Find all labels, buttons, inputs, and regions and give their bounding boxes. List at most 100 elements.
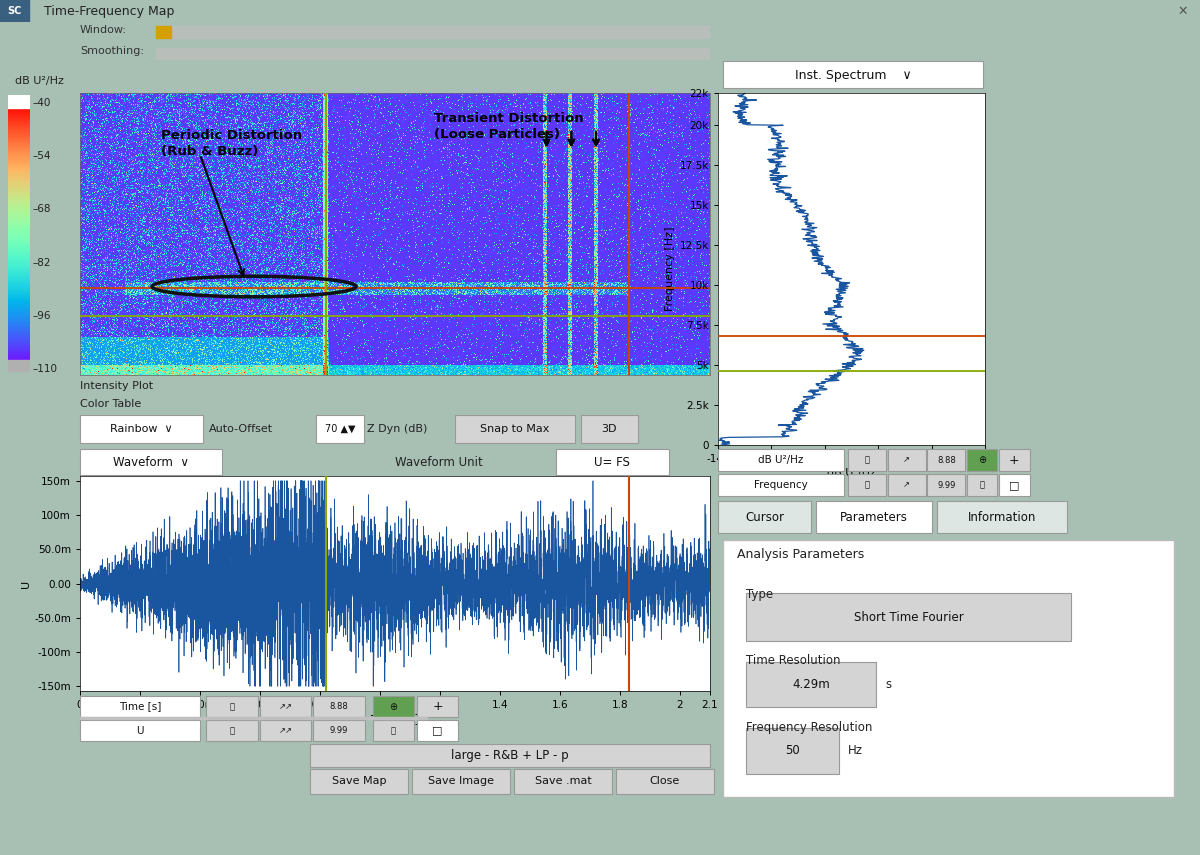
- Text: □: □: [1009, 480, 1020, 490]
- Bar: [8, 95, 30, 109]
- X-axis label: dB U²/Hz: dB U²/Hz: [827, 469, 876, 478]
- FancyBboxPatch shape: [80, 696, 199, 717]
- Text: 50: 50: [785, 745, 799, 758]
- FancyBboxPatch shape: [967, 449, 997, 471]
- Text: 🔒: 🔒: [229, 702, 234, 711]
- Text: ↗↗: ↗↗: [278, 726, 293, 735]
- FancyBboxPatch shape: [616, 769, 714, 794]
- Text: Rainbow  ∨: Rainbow ∨: [110, 424, 173, 434]
- FancyBboxPatch shape: [556, 450, 670, 475]
- Text: +: +: [1009, 453, 1020, 467]
- Text: 3D: 3D: [601, 424, 617, 434]
- FancyBboxPatch shape: [722, 540, 1174, 798]
- FancyBboxPatch shape: [514, 769, 612, 794]
- FancyBboxPatch shape: [718, 449, 844, 471]
- Text: □: □: [432, 726, 443, 735]
- FancyBboxPatch shape: [848, 474, 887, 496]
- Text: 4.29m: 4.29m: [792, 678, 830, 691]
- Text: Frequency Resolution: Frequency Resolution: [746, 721, 872, 734]
- Text: 🔒: 🔒: [229, 726, 234, 735]
- Text: ✋: ✋: [391, 726, 396, 735]
- FancyBboxPatch shape: [80, 415, 203, 444]
- FancyBboxPatch shape: [455, 415, 575, 444]
- FancyBboxPatch shape: [967, 474, 997, 496]
- Text: –40: –40: [32, 97, 50, 108]
- Text: –68: –68: [32, 204, 50, 215]
- FancyBboxPatch shape: [310, 769, 408, 794]
- Text: Type: Type: [746, 588, 773, 601]
- FancyBboxPatch shape: [259, 696, 311, 717]
- Bar: [156, 26, 172, 38]
- FancyBboxPatch shape: [746, 728, 839, 774]
- Text: Hz: Hz: [848, 745, 863, 758]
- Text: dB U²/Hz: dB U²/Hz: [758, 455, 804, 465]
- Text: Time Resolution: Time Resolution: [746, 654, 840, 667]
- Text: ↗: ↗: [904, 456, 911, 464]
- FancyBboxPatch shape: [718, 474, 844, 496]
- Text: ✕: ✕: [1177, 4, 1188, 17]
- Text: Z Dyn (dB): Z Dyn (dB): [367, 424, 427, 434]
- Text: Information: Information: [967, 510, 1036, 523]
- Text: –96: –96: [32, 311, 50, 321]
- Text: 🔒: 🔒: [865, 481, 870, 490]
- Text: Cursor: Cursor: [745, 510, 784, 523]
- Text: Analysis Parameters: Analysis Parameters: [737, 548, 864, 561]
- Text: SC: SC: [7, 6, 22, 16]
- Bar: [8, 360, 30, 371]
- FancyBboxPatch shape: [816, 501, 932, 534]
- Text: Save .mat: Save .mat: [535, 776, 592, 787]
- Y-axis label: Frequency [Hz]: Frequency [Hz]: [666, 227, 676, 311]
- Text: dB U²/Hz: dB U²/Hz: [16, 76, 64, 86]
- FancyBboxPatch shape: [317, 415, 364, 444]
- FancyBboxPatch shape: [206, 720, 258, 741]
- Text: Transient Distortion
(Loose Particles): Transient Distortion (Loose Particles): [434, 112, 583, 141]
- FancyBboxPatch shape: [746, 663, 876, 707]
- FancyBboxPatch shape: [80, 450, 222, 475]
- Text: ↗: ↗: [904, 481, 911, 490]
- Text: Inst. Spectrum    ∨: Inst. Spectrum ∨: [794, 68, 911, 81]
- Bar: [156, 48, 710, 59]
- Text: Parameters: Parameters: [840, 510, 907, 523]
- Text: 8.88: 8.88: [937, 456, 955, 464]
- FancyBboxPatch shape: [259, 720, 311, 741]
- Text: –54: –54: [32, 151, 50, 161]
- FancyBboxPatch shape: [80, 720, 199, 741]
- Text: 70 ▲▼: 70 ▲▼: [325, 424, 355, 434]
- Text: large - R&B + LP - p: large - R&B + LP - p: [451, 749, 569, 762]
- Text: +: +: [432, 700, 443, 713]
- FancyBboxPatch shape: [373, 696, 414, 717]
- FancyBboxPatch shape: [718, 501, 811, 534]
- FancyBboxPatch shape: [373, 720, 414, 741]
- FancyBboxPatch shape: [888, 474, 926, 496]
- Text: 9.99: 9.99: [330, 726, 348, 735]
- Text: Time-Frequency Map: Time-Frequency Map: [36, 4, 174, 17]
- FancyBboxPatch shape: [1000, 474, 1030, 496]
- Text: 🔒: 🔒: [865, 456, 870, 464]
- FancyBboxPatch shape: [888, 449, 926, 471]
- Text: Frequency: Frequency: [754, 480, 808, 490]
- Text: U= FS: U= FS: [594, 456, 630, 469]
- FancyBboxPatch shape: [313, 696, 365, 717]
- Text: Waveform Unit: Waveform Unit: [395, 456, 482, 469]
- Text: 8.88: 8.88: [330, 702, 348, 711]
- FancyBboxPatch shape: [928, 449, 965, 471]
- Text: Intensity Plot: Intensity Plot: [80, 381, 154, 391]
- Text: Color Table: Color Table: [80, 399, 142, 409]
- Text: Save Map: Save Map: [331, 776, 386, 787]
- FancyBboxPatch shape: [206, 696, 258, 717]
- Bar: [156, 26, 710, 38]
- Text: s: s: [886, 678, 892, 691]
- Text: Save Image: Save Image: [428, 776, 494, 787]
- Text: ↗↗: ↗↗: [278, 702, 293, 711]
- FancyBboxPatch shape: [581, 415, 637, 444]
- FancyBboxPatch shape: [412, 769, 510, 794]
- Text: U: U: [136, 726, 144, 735]
- Y-axis label: U: U: [22, 580, 31, 587]
- X-axis label: Time [s]: Time [s]: [371, 713, 419, 726]
- FancyBboxPatch shape: [313, 720, 365, 741]
- Text: –82: –82: [32, 257, 50, 268]
- Text: Time [s]: Time [s]: [119, 701, 161, 711]
- FancyBboxPatch shape: [724, 62, 983, 89]
- Text: Periodic Distortion
(Rub & Buzz): Periodic Distortion (Rub & Buzz): [161, 129, 302, 158]
- FancyBboxPatch shape: [746, 593, 1072, 641]
